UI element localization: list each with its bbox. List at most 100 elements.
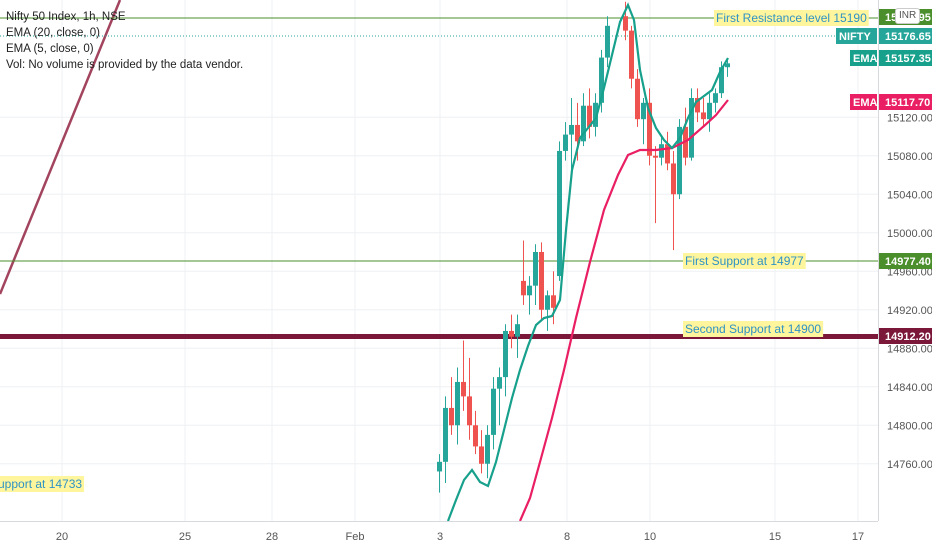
candle-body <box>497 377 502 389</box>
candle-body <box>587 105 592 127</box>
x-tick-label: 20 <box>56 531 68 543</box>
ema20-name-tag: EMA <box>853 97 878 109</box>
candle-body <box>707 102 712 120</box>
level-label: First Support at 14977 <box>685 254 804 268</box>
candle-body <box>629 30 634 79</box>
candle-body <box>509 330 514 337</box>
candle-body <box>713 93 718 103</box>
candle-body <box>563 134 568 151</box>
ema20-price-tag-bg <box>879 94 932 110</box>
ema-20-line <box>518 99 729 522</box>
ema20-name-tag-bg <box>850 94 877 110</box>
x-tick-label: 17 <box>852 531 864 543</box>
y-tick-label: 15040.00 <box>887 189 932 201</box>
second-support-price-tag: 14912.20 <box>885 331 931 343</box>
first-support-price-tag-bg <box>879 253 932 269</box>
candle-body <box>467 396 472 426</box>
x-tick-label: 15 <box>769 531 781 543</box>
y-tick-label: 15080.00 <box>887 151 932 163</box>
candle-body <box>515 324 520 337</box>
candle-body <box>641 102 646 120</box>
legend-ema5: EMA (5, close, 0) <box>6 43 94 55</box>
chart-legend: Nifty 50 Index, 1h, NSE EMA (20, close, … <box>6 9 243 73</box>
candle-body <box>437 461 442 472</box>
candle-body <box>455 381 460 426</box>
price-axis-bg <box>878 0 932 550</box>
candle-body <box>473 425 478 447</box>
ema5-name-tag: EMA <box>853 53 878 65</box>
y-tick-label: 14960.00 <box>887 266 932 278</box>
y-tick-label: 14800.00 <box>887 420 932 432</box>
candle-body <box>521 280 526 296</box>
candle-body <box>449 407 454 426</box>
candle-body <box>545 295 550 310</box>
candle-body <box>605 25 610 58</box>
candle-body <box>533 252 538 286</box>
ema-5-line <box>446 2 729 522</box>
candle-body <box>659 144 664 158</box>
x-tick-label: 25 <box>179 531 191 543</box>
candle-body <box>557 150 562 277</box>
candle-body <box>491 388 496 435</box>
x-tick-label: 28 <box>266 531 278 543</box>
x-tick-label: 10 <box>644 531 656 543</box>
time-axis-bg <box>0 521 932 550</box>
candle-body <box>701 112 706 120</box>
y-tick-label: 14880.00 <box>887 343 932 355</box>
candle-body <box>653 155 658 158</box>
level-label: First Resistance level 15190 <box>716 11 867 25</box>
x-tick-label: 8 <box>564 531 570 543</box>
legend-vol: Vol: No volume is provided by the data v… <box>6 59 244 71</box>
legend-title: Nifty 50 Index, 1h, NSE <box>6 11 126 23</box>
ema20-price-tag: 15117.70 <box>885 97 930 109</box>
candle-body <box>485 434 490 464</box>
y-tick-label: 14760.00 <box>887 459 932 471</box>
x-tick-label: Feb <box>346 531 365 543</box>
ema5-name-tag-bg <box>850 50 877 66</box>
level-label-bg <box>714 10 869 26</box>
candle-body <box>725 63 730 68</box>
first-support-price-tag: 14977.40 <box>885 256 931 268</box>
y-tick-label: 14840.00 <box>887 382 932 394</box>
candle-body <box>719 67 724 94</box>
candle-body <box>671 163 676 195</box>
candle-body <box>479 446 484 464</box>
candle-body <box>689 98 694 158</box>
candle-body <box>647 102 652 156</box>
level-label-bg <box>0 476 85 492</box>
trendline <box>0 0 122 295</box>
candles <box>437 1 730 493</box>
ema-lines <box>446 2 729 522</box>
candle-body <box>599 57 604 103</box>
nifty-price-tag: 15176.65 <box>885 31 931 43</box>
second-support-price-tag-bg <box>879 328 932 344</box>
currency-badge[interactable]: INR <box>895 8 921 24</box>
candle-body <box>461 381 466 397</box>
time-axis: 20 25 28 Feb 3 8 10 15 17 <box>0 521 932 550</box>
candle-body <box>443 407 448 462</box>
y-tick-label: 15120.00 <box>887 112 932 124</box>
level-labels: First Resistance level 15190 First Suppor… <box>0 10 869 492</box>
level-label-bg <box>683 253 806 269</box>
y-tick-label: 15000.00 <box>887 228 932 240</box>
x-tick-label: 3 <box>437 531 443 543</box>
level-label: Second Support at 14900 <box>685 322 821 336</box>
nifty-name-tag: NIFTY <box>839 31 871 43</box>
y-tick-label: 14920.00 <box>887 305 932 317</box>
level-label: upport at 14733 <box>0 477 82 491</box>
candle-body <box>503 330 508 378</box>
candle-body <box>581 105 586 142</box>
candle-body <box>551 295 556 308</box>
candle-body <box>695 98 700 113</box>
candle-body <box>623 16 628 31</box>
ema5-price-tag-bg <box>879 50 932 66</box>
nifty-name-tag-bg <box>836 28 877 44</box>
candle-body <box>593 102 598 127</box>
candle-body <box>527 285 532 296</box>
legend-ema20: EMA (20, close, 0) <box>6 27 100 39</box>
candle-body <box>677 126 682 195</box>
price-axis: 15120.00 15080.00 15040.00 15000.00 14960.00… <box>836 0 932 550</box>
candle-body <box>635 78 640 120</box>
trendline-segment <box>0 0 122 295</box>
